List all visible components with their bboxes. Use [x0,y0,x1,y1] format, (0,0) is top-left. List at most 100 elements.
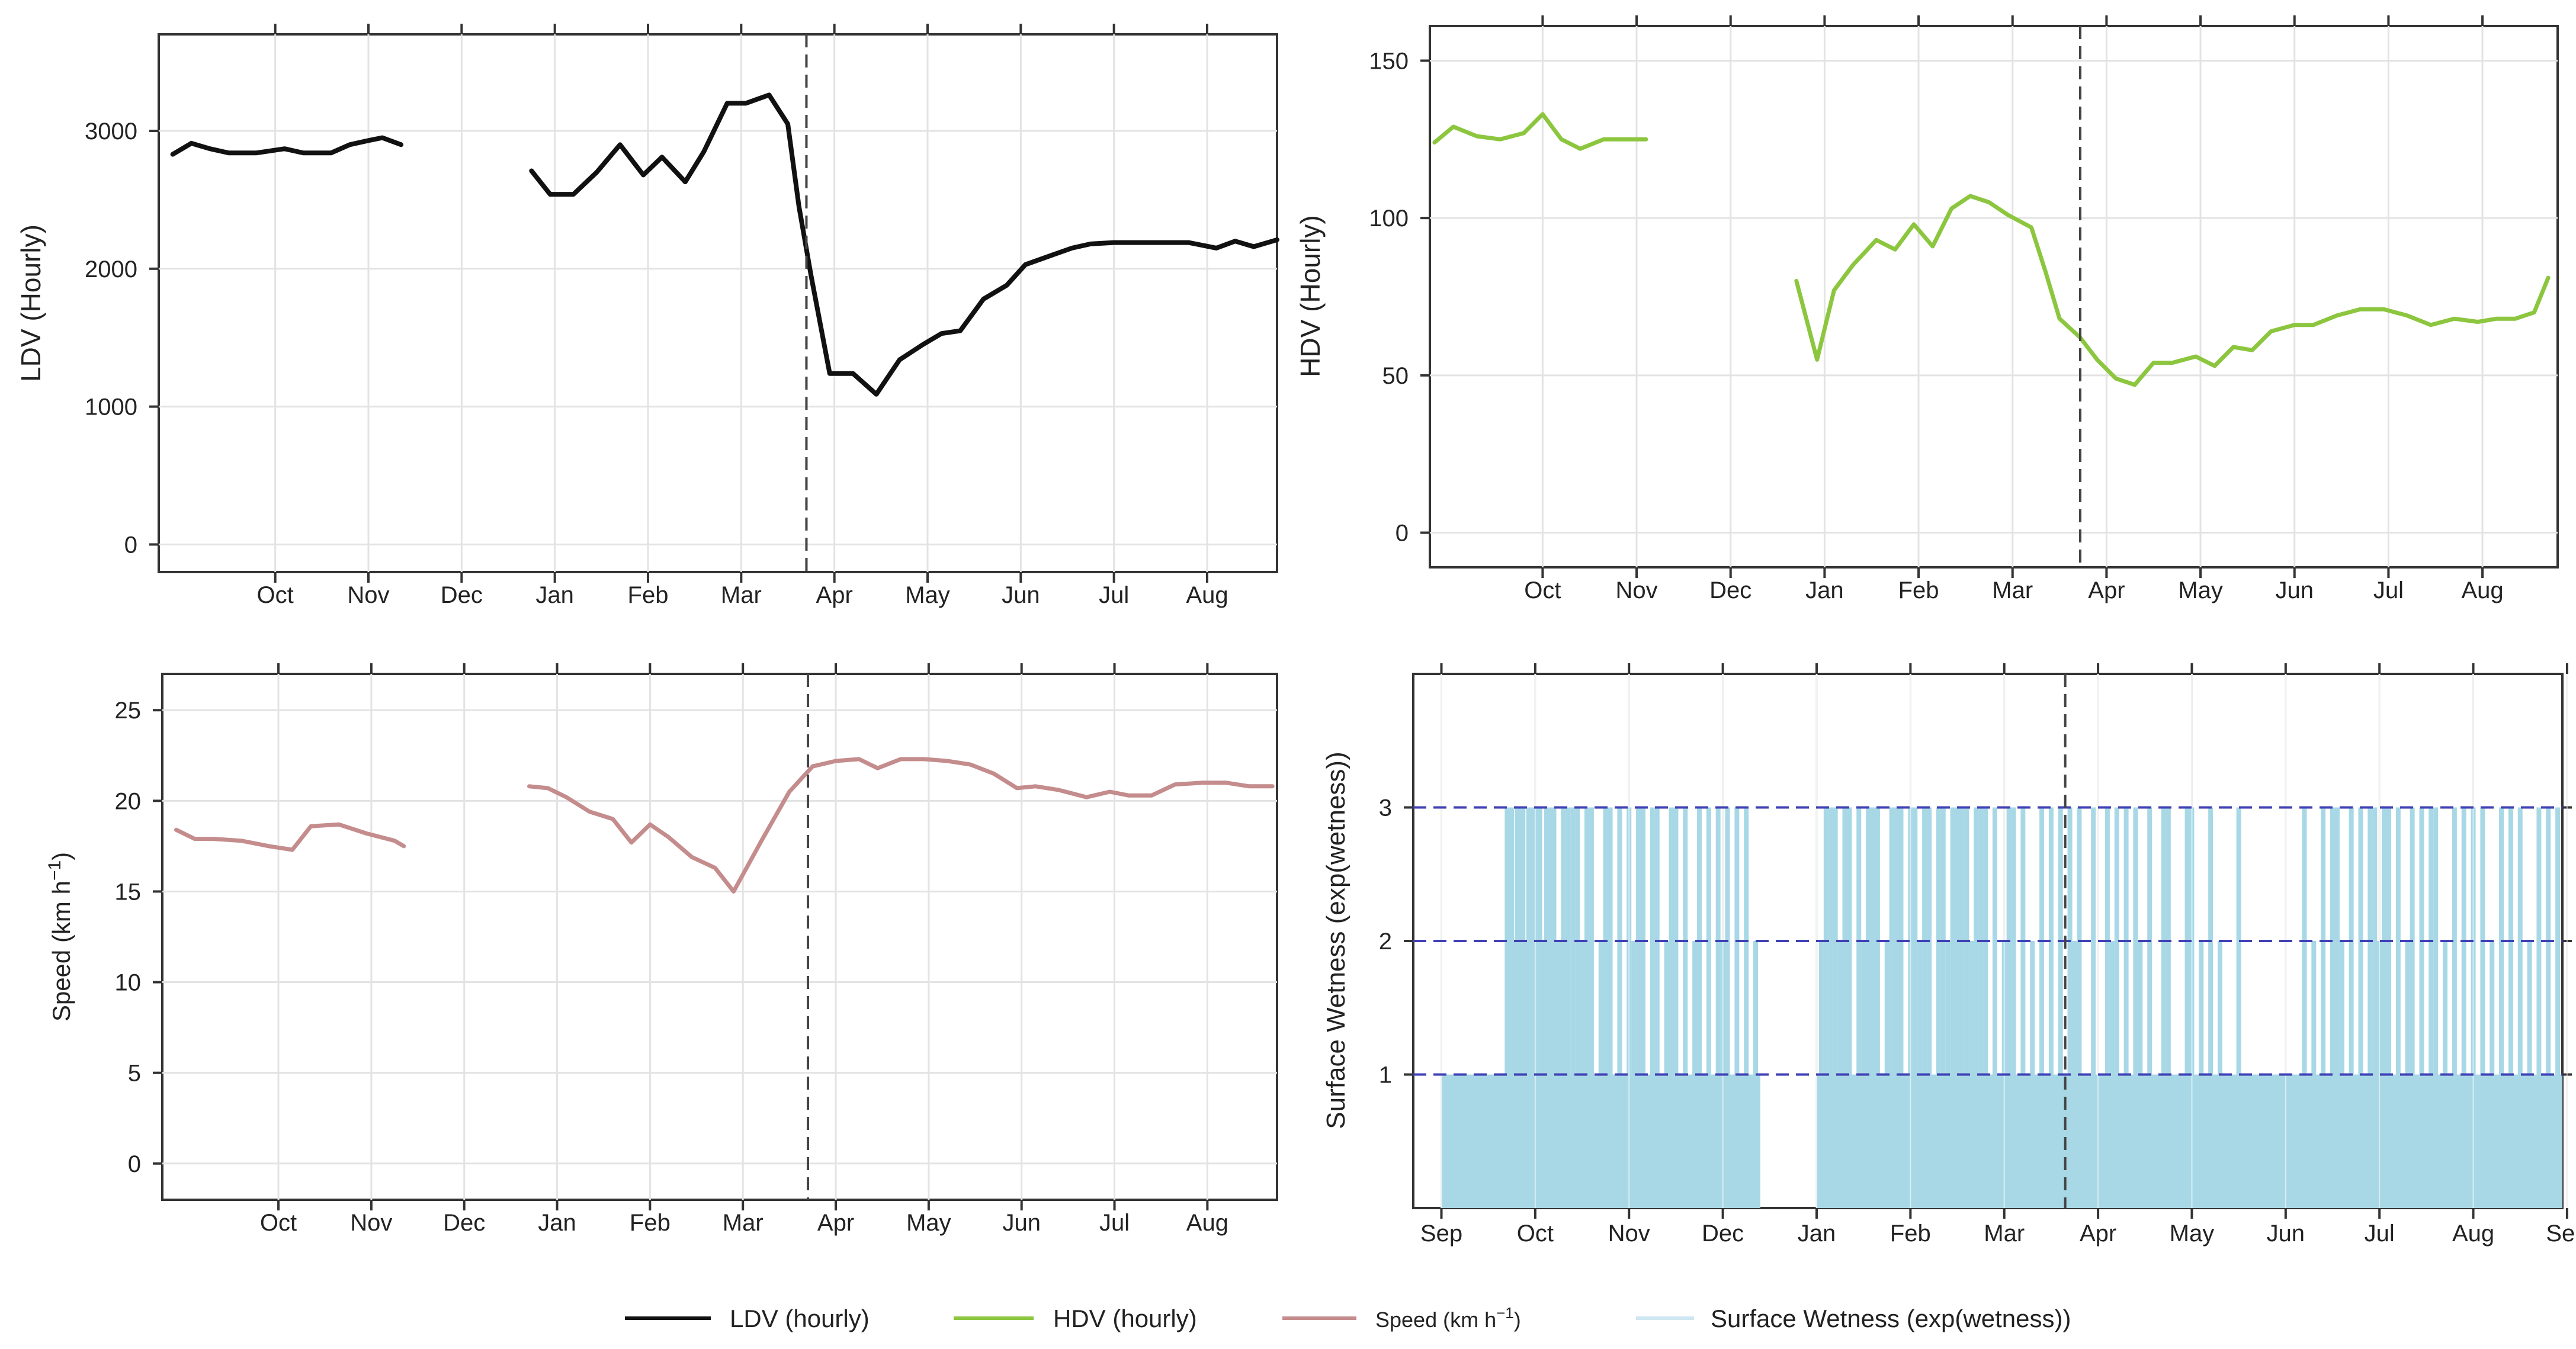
y-tick-label: 0 [128,1151,141,1177]
wetness-bar [1744,807,1749,1208]
wetness-bar [1940,807,1946,1208]
panel-speed: Oct Nov Dec Jan Feb Mar Apr May Jun Jul Aug 0 5 10 15… [45,663,1278,1236]
wetness-bar [2236,807,2241,1208]
y-tick-label: 2000 [85,256,137,282]
y-tick-label: 1000 [85,394,137,420]
plot-frame [1429,25,2559,568]
wetness-bar [1537,807,1542,1208]
legend-label-wetness: Surface Wetness (exp(wetness)) [1711,1305,2071,1332]
wetness-bar [1959,807,1965,1208]
wetness-bar [1927,807,1932,1208]
x-tick-label: Jan [1805,577,1844,603]
y-tick-label: 3 [1379,795,1392,821]
x-axis: Sep Oct Nov Dec Jan Feb Mar Apr May Jun Jul Aug Sep [1420,663,2576,1247]
wetness-bar [2546,807,2551,1208]
wetness-bar [1603,807,1608,1208]
wetness-bar [1992,807,1997,1208]
series-line [174,822,406,852]
legend-label-speed-close: ) [1514,1308,1521,1332]
legend-label-speed-sup: −1 [1496,1304,1514,1322]
wetness-bar [1922,807,1927,1208]
plot-frame [161,673,1278,1201]
x-axis: Oct Nov Dec Jan Feb Mar Apr May Jun Jul Aug [257,24,1228,608]
x-tick-label: Aug [1186,582,1228,608]
panel-wetness: Sep Oct Nov Dec Jan Feb Mar Apr May Jun Jul AugSep … [1321,663,2576,1247]
x-tick-label: Jun [2267,1220,2305,1247]
wetness-bar [2368,807,2373,1208]
wetness-bar [2334,807,2340,1208]
wetness-bar [2386,807,2392,1208]
x-tick-label: Jul [2373,577,2404,603]
wetness-bar [2321,807,2326,1208]
wetness-bar [2480,807,2485,1208]
x-axis: Oct Nov Dec Jan Feb Mar Apr May Jun Jul Aug [1524,15,2504,603]
wetness-bar [1871,807,1875,1208]
y-axis: 0 1000 2000 3000 [85,118,159,558]
series-marks [170,34,1279,572]
wetness-bar [1654,807,1660,1208]
y-tick-label: 0 [1396,521,1409,547]
wetness-bar [2072,941,2077,1208]
series-line [529,92,1279,397]
wetness-bar [1608,807,1613,1208]
wetness-bar [1575,807,1580,1208]
x-tick-label: Aug [2461,577,2503,603]
wetness-bar [1520,807,1526,1208]
y-tick-label: 50 [1382,363,1409,389]
plot-frame [158,33,1278,573]
panel-ldv: Oct Nov Dec Jan Feb Mar Apr May Jun Jul Aug 0 1000 2… [15,24,1279,608]
wetness-bar [1529,807,1534,1208]
x-tick-label: Jun [1002,1210,1041,1236]
x-tick-label: Aug [1186,1210,1228,1236]
wetness-bar [2184,807,2190,1208]
wetness-bar [1847,807,1852,1208]
wetness-bar [2091,807,2096,1208]
x-tick-label: Jul [2365,1220,2395,1247]
x-tick-label: Sep [2546,1220,2576,1247]
wetness-bar [1856,807,1862,1208]
x-tick-label: Nov [1615,577,1657,603]
wetness-bar [2011,807,2016,1208]
wetness-bar [1561,807,1566,1208]
wetness-bar [2461,807,2466,1208]
x-tick-label: Mar [1992,577,2033,603]
series-marks [1413,674,2568,1208]
wetness-bar [2311,941,2317,1208]
x-tick-label: Oct [260,1210,297,1236]
wetness-bar [1955,807,1960,1208]
wetness-bar [2133,807,2138,1208]
wetness-bar [1706,807,1711,1208]
wetness-bar [1526,807,1531,1208]
wetness-bar [2508,807,2513,1208]
wetness-bar [1589,807,1594,1208]
wetness-bar [1697,807,1702,1208]
wetness-bar [1673,807,1679,1208]
series-line [1794,194,2551,387]
wetness-bar [2067,807,2073,1208]
wetness-bar [2114,807,2119,1208]
wetness-bar [1889,807,1894,1208]
wetness-bar [1950,807,1955,1208]
wetness-bar [1833,807,1838,1208]
y-tick-label: 25 [115,698,142,724]
wetness-bar [1936,807,1941,1208]
wetness-bar [2147,807,2152,1208]
legend-item-wetness: Surface Wetness (exp(wetness)) [1636,1305,2071,1332]
wetness-bar [1650,807,1655,1208]
wetness-bar [1570,807,1576,1208]
wetness-bar [2349,807,2354,1208]
wetness-bar [1875,807,1880,1208]
wetness-bar [1866,807,1871,1208]
x-tick-label: Mar [1984,1220,2025,1247]
y-tick-label: 5 [128,1061,141,1087]
y-axis: 0 5 10 15 20 25 [115,698,162,1177]
wetness-bar [2395,807,2401,1208]
wetness-bar [1692,941,1698,1208]
wetness-bar [2006,807,2012,1208]
grid [1430,26,2558,567]
series-line [1432,112,1648,151]
wetness-bar [2208,807,2214,1208]
x-tick-label: May [2170,1220,2215,1247]
y-tick-label: 15 [115,879,142,905]
